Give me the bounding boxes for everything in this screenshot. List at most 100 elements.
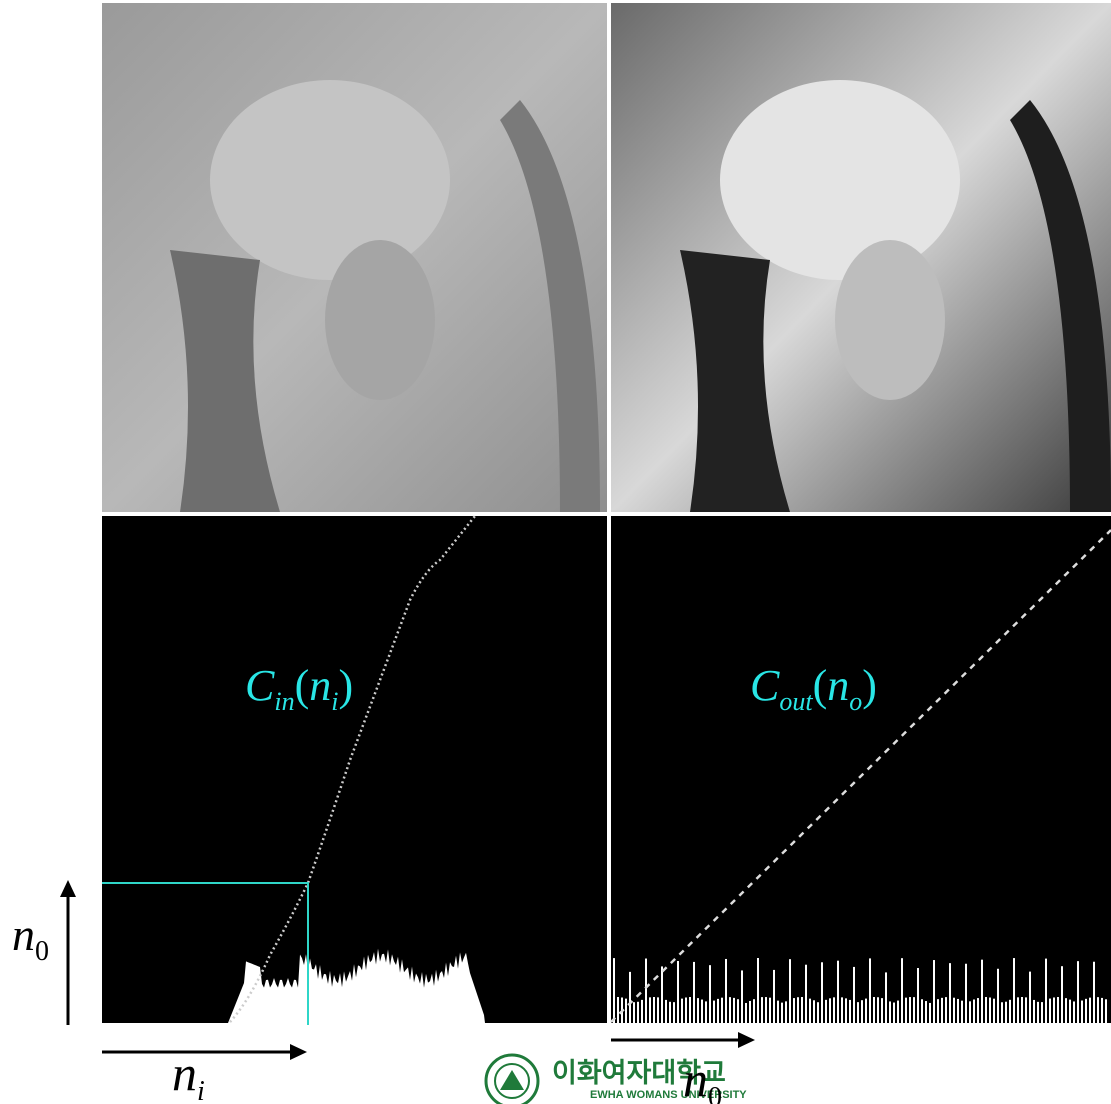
histogram-shape: [953, 998, 955, 1023]
histogram-shape: [909, 997, 911, 1023]
histogram-shape: [1073, 1001, 1075, 1023]
histogram-shape: [653, 997, 655, 1023]
histogram-shape: [637, 1002, 639, 1023]
histogram-shape: [697, 998, 699, 1023]
input-axis-label: ni: [172, 1045, 205, 1104]
histogram-shape: [917, 968, 919, 1023]
histogram-shape: [1069, 1000, 1071, 1023]
histogram-shape: [885, 972, 887, 1023]
histogram-shape: [861, 1000, 863, 1023]
input-photo: [102, 3, 607, 512]
histogram-shape: [737, 999, 739, 1023]
histogram-shape: [1013, 958, 1015, 1023]
histogram-shape: [669, 1002, 671, 1023]
histogram-shape: [997, 969, 999, 1023]
vertical-axis-label: n0: [12, 909, 49, 967]
histogram-shape: [933, 960, 935, 1023]
histogram-shape: [973, 999, 975, 1023]
histogram-shape: [769, 998, 771, 1023]
histogram-shape: [1037, 1002, 1039, 1023]
histogram-shape: [949, 963, 951, 1023]
histogram-shape: [1005, 1002, 1007, 1023]
histogram-shape: [985, 997, 987, 1023]
histogram-shape: [937, 999, 939, 1023]
histogram-shape: [733, 998, 735, 1023]
histogram-shape: [1001, 1002, 1003, 1023]
histogram-shape: [1077, 961, 1079, 1023]
histogram-shape: [857, 1002, 859, 1023]
histogram-shape: [765, 997, 767, 1023]
histogram-shape: [673, 1002, 675, 1023]
histogram-shape: [757, 958, 759, 1023]
histogram-shape: [625, 999, 627, 1023]
histogram-shape: [1093, 962, 1095, 1023]
histogram-shape: [961, 1001, 963, 1023]
histogram-shape: [805, 965, 807, 1023]
histogram-shape: [745, 1003, 747, 1023]
histogram-shape: [661, 966, 663, 1023]
output-photo: [611, 3, 1111, 512]
histogram-shape: [1045, 959, 1047, 1023]
histogram-shape: [701, 1000, 703, 1023]
histogram-shape: [781, 1003, 783, 1023]
slide: Cin(ni) Cout(no) n0 ni 이화여자대학교 EWHA WOMA…: [0, 0, 1111, 1104]
histogram-shape: [749, 1001, 751, 1023]
histogram-shape: [777, 1001, 779, 1023]
histogram-shape: [689, 997, 691, 1023]
histogram-shape: [685, 997, 687, 1023]
histogram-shape: [641, 1000, 643, 1023]
histogram-shape: [881, 998, 883, 1023]
logo-english: EWHA WOMANS UNIVERSITY: [590, 1089, 747, 1101]
histogram-shape: [665, 1000, 667, 1023]
histogram-shape: [865, 999, 867, 1023]
histogram-shape: [841, 997, 843, 1023]
histogram-shape: [901, 958, 903, 1023]
histogram-shape: [729, 997, 731, 1023]
histogram-shape: [1057, 997, 1059, 1023]
histogram-shape: [797, 997, 799, 1023]
histogram-shape: [1009, 1000, 1011, 1023]
histogram-shape: [1053, 997, 1055, 1023]
histogram-shape: [981, 960, 983, 1023]
histogram-shape: [709, 965, 711, 1023]
histogram-shape: [845, 998, 847, 1023]
histogram-shape: [1089, 998, 1091, 1023]
histogram-shape: [649, 997, 651, 1023]
histogram-shape: [1033, 1000, 1035, 1023]
histogram-shape: [741, 970, 743, 1023]
histogram-shape: [825, 1000, 827, 1023]
histogram-shape: [725, 959, 727, 1023]
histogram-shape: [893, 1003, 895, 1023]
histogram-shape: [705, 1001, 707, 1023]
histogram-shape: [957, 999, 959, 1023]
histogram-shape: [793, 998, 795, 1023]
histogram-shape: [645, 959, 647, 1023]
histogram-shape: [853, 967, 855, 1023]
histogram-shape: [1025, 997, 1027, 1023]
histogram-shape: [717, 999, 719, 1023]
histogram-shape: [1101, 998, 1103, 1023]
histogram-shape: [657, 997, 659, 1023]
histogram-shape: [1081, 1001, 1083, 1023]
histogram-shape: [889, 1001, 891, 1023]
histogram-shape: [773, 970, 775, 1023]
histogram-shape: [969, 1001, 971, 1023]
histogram-shape: [721, 998, 723, 1023]
histogram-shape: [801, 997, 803, 1023]
histogram-shape: [925, 1001, 927, 1023]
histogram-shape: [1085, 999, 1087, 1023]
histogram-shape: [989, 998, 991, 1023]
histogram-shape: [1065, 998, 1067, 1023]
histogram-shape: [849, 1000, 851, 1023]
histogram-shape: [753, 999, 755, 1023]
histogram-shape: [1061, 966, 1063, 1023]
histogram-shape: [977, 998, 979, 1023]
histogram-shape: [789, 959, 791, 1023]
histogram-shape: [693, 962, 695, 1023]
histogram-shape: [617, 997, 619, 1023]
histogram-shape: [929, 1003, 931, 1023]
histogram-shape: [913, 997, 915, 1023]
histogram-shape: [633, 1002, 635, 1023]
histogram-shape: [921, 999, 923, 1023]
histogram-shape: [965, 964, 967, 1023]
